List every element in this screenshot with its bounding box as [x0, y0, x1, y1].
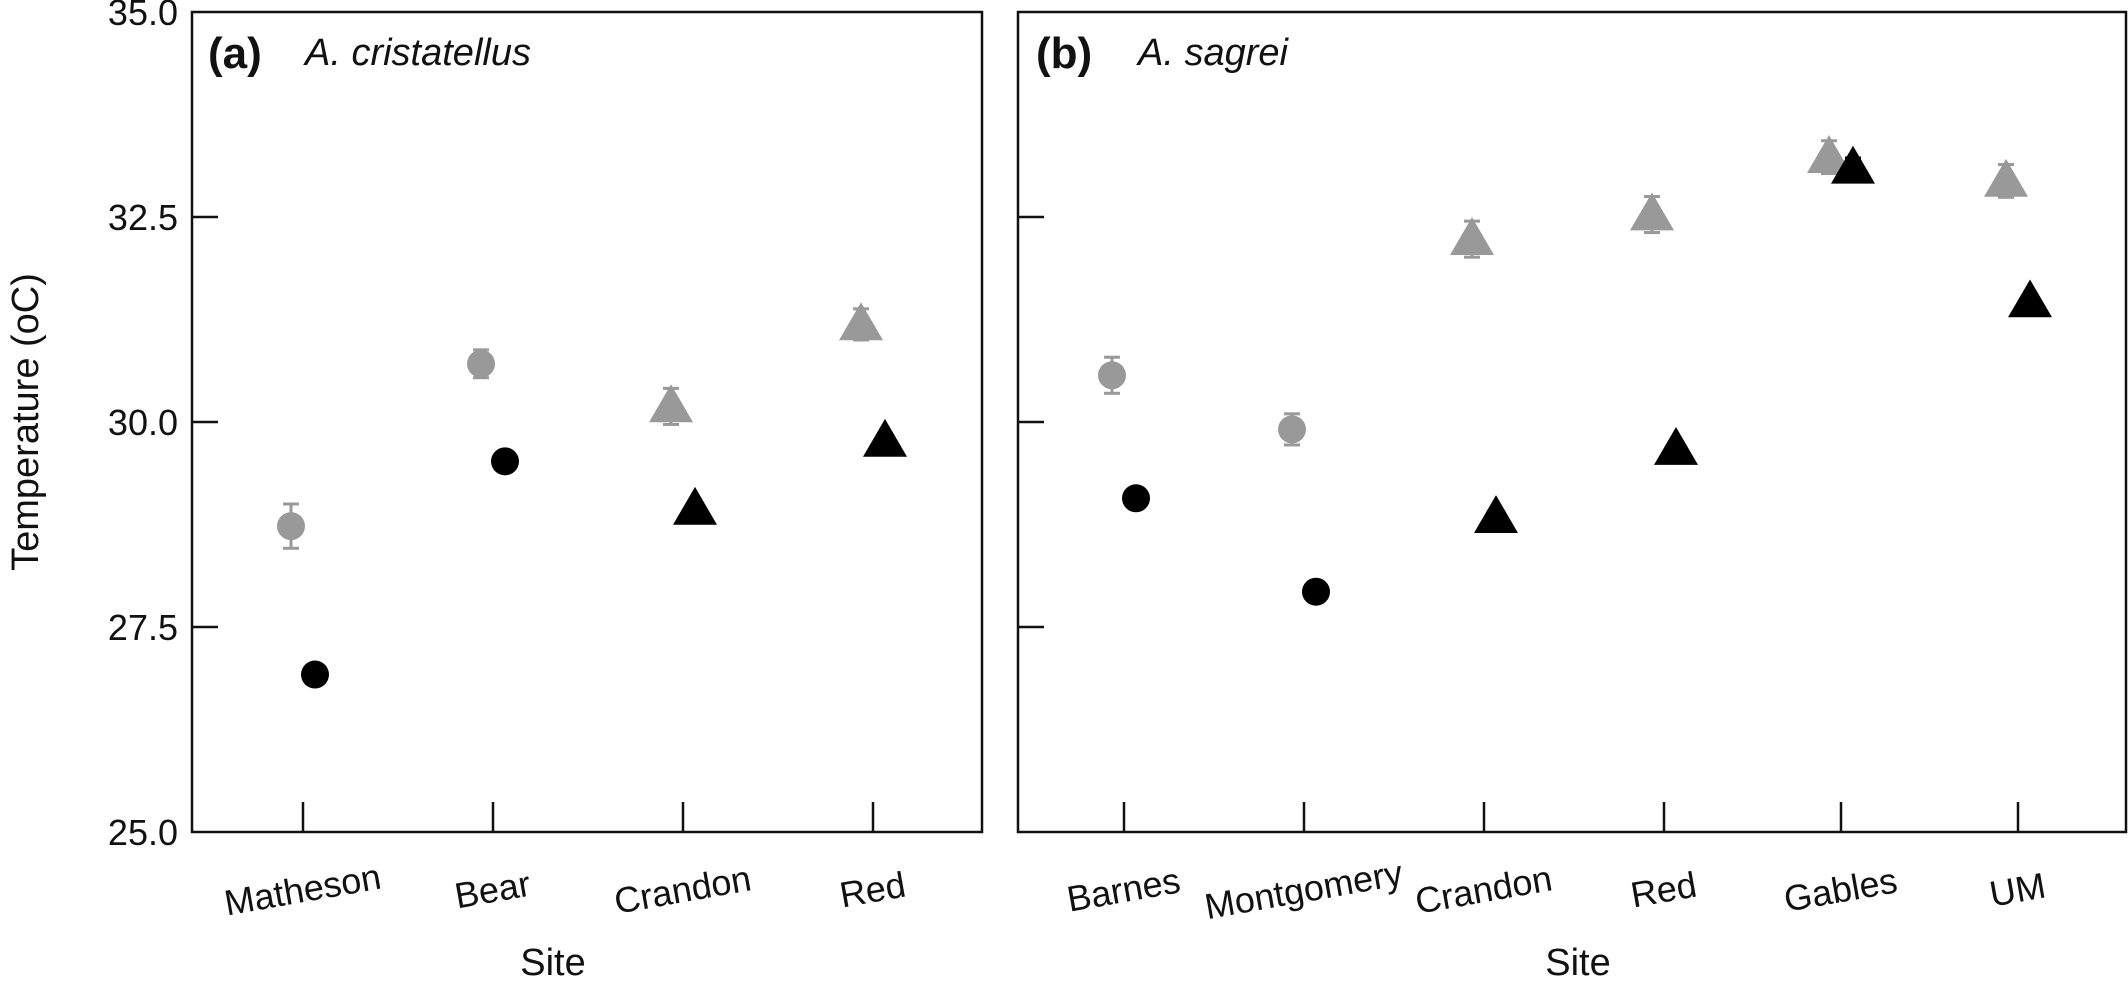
data-point-circle — [1122, 484, 1150, 513]
y-axis-title: Temperature (oC) — [5, 273, 47, 571]
data-point-triangle — [1654, 427, 1698, 465]
data-points — [277, 302, 907, 689]
x-axis-title: Site — [520, 942, 585, 982]
data-point-triangle — [673, 486, 717, 525]
panel-b-species: A. sagrei — [1136, 32, 1290, 74]
data-point-triangle — [1474, 495, 1518, 533]
panel-b: Barnes Montgomery Crandon Red Gables UM (b) A… — [1016, 10, 2128, 982]
x-tick-label: Red — [1627, 864, 1699, 916]
x-tick-label: Montgomery — [1201, 852, 1405, 927]
y-tick-label: 32.5 — [108, 197, 178, 238]
data-point-triangle — [1807, 135, 1851, 173]
data-point-triangle — [1630, 192, 1674, 231]
x-tick-label: Crandon — [1412, 857, 1555, 921]
data-points — [1098, 135, 2052, 606]
data-point-circle — [491, 447, 519, 476]
y-tick-label: 27.5 — [108, 607, 178, 648]
y-tick-label: 25.0 — [108, 812, 178, 853]
panel-b-letter: (b) — [1036, 29, 1092, 78]
y-axis: 25.0 27.5 30.0 32.5 35.0 — [108, 0, 218, 853]
data-point-circle — [1098, 361, 1126, 390]
data-point-triangle — [1984, 158, 2028, 197]
x-tick-label: UM — [1986, 864, 2048, 914]
panel-b-frame — [1016, 10, 2128, 834]
y-tick-label: 30.0 — [108, 402, 178, 443]
x-tick-label: Bear — [452, 863, 534, 917]
data-point-triangle — [2008, 279, 2052, 318]
panel-a-species: A. cristatellus — [303, 32, 531, 74]
x-tick-label: Barnes — [1064, 859, 1183, 919]
panel-a-frame — [190, 10, 984, 834]
data-point-circle — [1302, 577, 1330, 606]
x-tick-label: Gables — [1781, 859, 1900, 919]
data-point-triangle — [649, 384, 693, 423]
data-point-triangle — [839, 302, 883, 341]
x-tick-label: Crandon — [611, 857, 754, 921]
data-point-circle — [1278, 415, 1306, 444]
y-axis — [1018, 215, 1044, 629]
data-point-circle — [467, 349, 495, 378]
data-point-triangle — [863, 418, 907, 457]
y-tick-label: 35.0 — [108, 0, 178, 33]
x-tick-label: Red — [836, 864, 908, 916]
data-point-triangle — [1831, 145, 1875, 184]
x-axis: Barnes Montgomery Crandon Red Gables UM — [1064, 802, 2049, 927]
x-axis: Matheson Bear Crandon Red — [221, 802, 909, 924]
x-axis-title: Site — [1545, 942, 1610, 982]
data-point-circle — [277, 512, 305, 541]
data-point-circle — [301, 660, 329, 689]
panel-a: 25.0 27.5 30.0 32.5 35.0 Matheson Bear Crandon… — [5, 0, 984, 982]
panel-a-letter: (a) — [208, 29, 262, 78]
x-tick-label: Matheson — [221, 856, 384, 924]
data-point-triangle — [1450, 217, 1494, 255]
